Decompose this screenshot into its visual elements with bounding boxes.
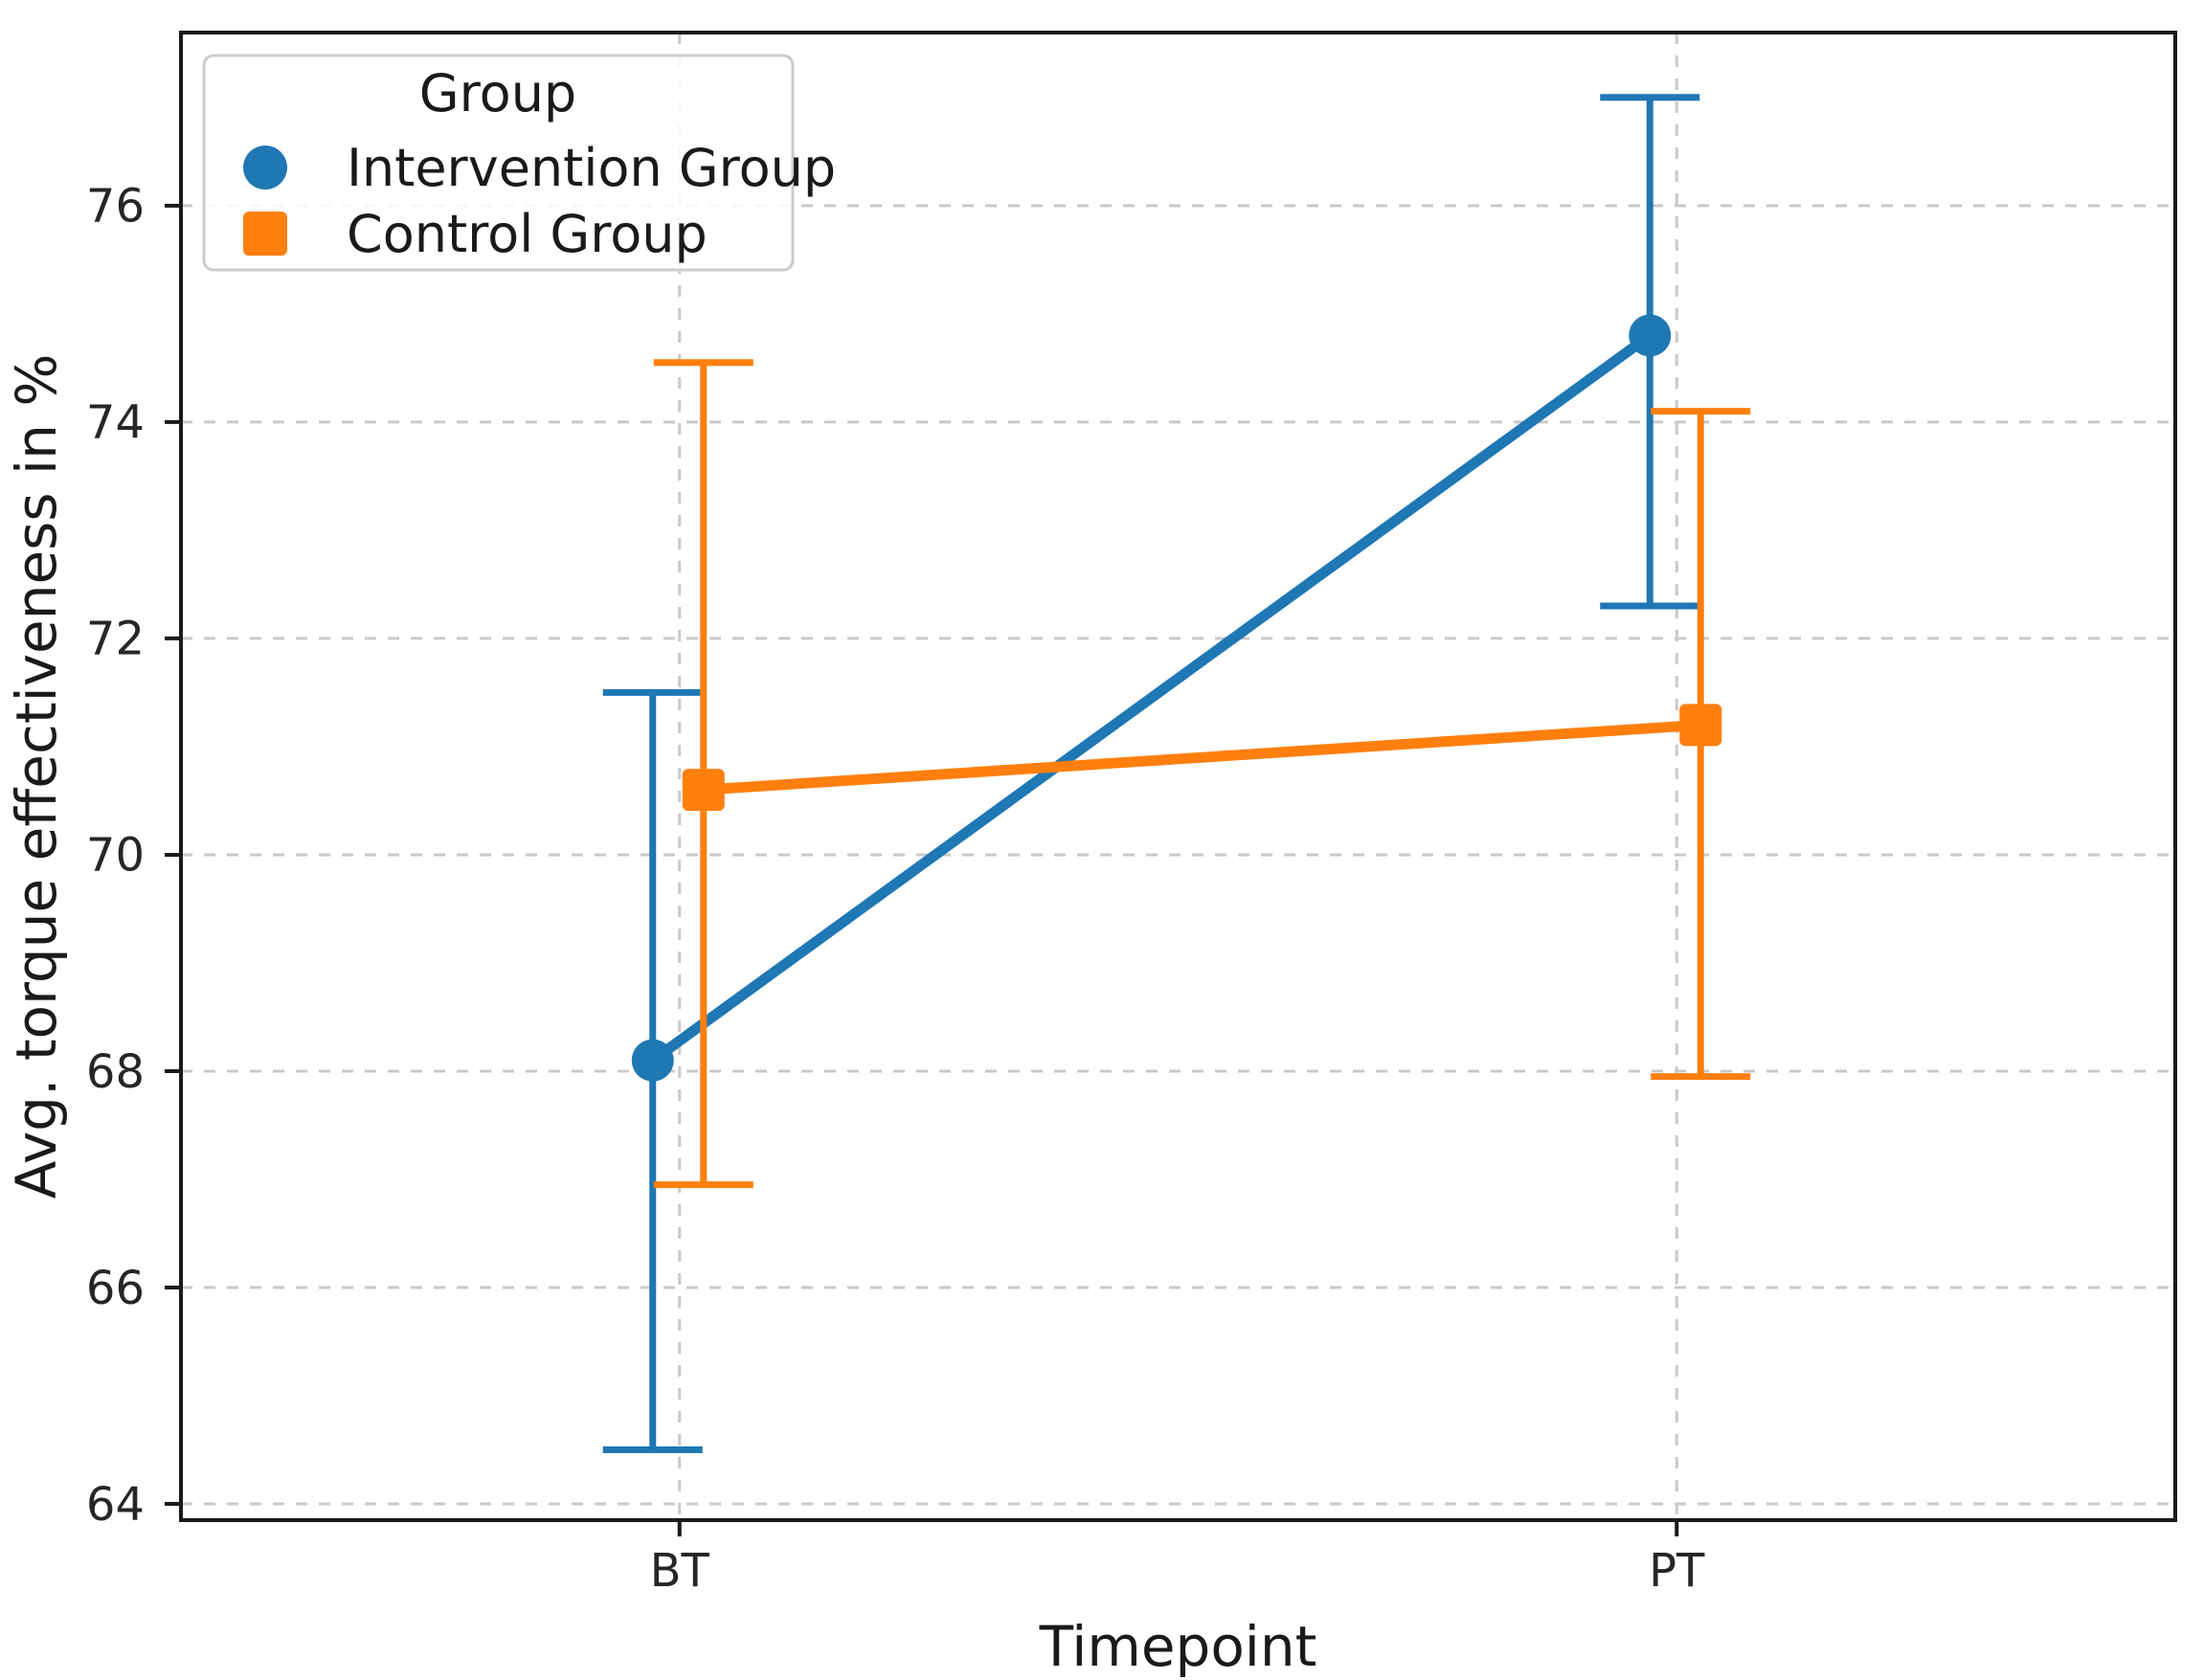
x-axis: BT PT xyxy=(650,1520,1705,1598)
x-tick-label-pt: PT xyxy=(1649,1544,1705,1598)
x-axis-label: Timepoint xyxy=(1039,1614,1317,1679)
series-intervention-group xyxy=(602,94,1700,1454)
legend-title: Group xyxy=(419,63,576,123)
y-tick-label-68: 68 xyxy=(86,1045,145,1099)
series-line-control-group xyxy=(703,719,1701,795)
y-tick-label-74: 74 xyxy=(86,396,145,450)
y-tick-label-70: 70 xyxy=(86,829,145,883)
y-tick-label-64: 64 xyxy=(86,1478,145,1532)
data-point-intervention-group-pt xyxy=(1629,314,1672,357)
x-tick-label-bt: BT xyxy=(650,1544,710,1598)
y-tick-label-72: 72 xyxy=(86,613,145,666)
plot-border xyxy=(179,31,2177,1522)
y-tick-label-66: 66 xyxy=(86,1262,145,1315)
legend-label: Intervention Group xyxy=(347,138,836,198)
legend-item-control-group: Control Group xyxy=(243,204,708,264)
legend-item-intervention-group: Intervention Group xyxy=(243,138,836,198)
y-tick-label-76: 76 xyxy=(86,180,145,234)
y-axis-label: Avg. torque effectiveness in % xyxy=(4,354,69,1199)
legend-marker-circle-icon xyxy=(243,146,287,190)
y-axis: 64 66 68 70 72 74 76 xyxy=(86,180,181,1532)
data-point-control-group-pt xyxy=(1679,704,1722,747)
legend-box xyxy=(202,54,795,272)
data-point-control-group-bt xyxy=(682,769,725,812)
legend-label: Control Group xyxy=(347,204,708,264)
data-point-intervention-group-bt xyxy=(631,1039,674,1082)
series-control-group xyxy=(653,359,1751,1189)
series-line-intervention-group xyxy=(649,331,1653,1065)
legend-marker-square-icon xyxy=(243,212,287,256)
